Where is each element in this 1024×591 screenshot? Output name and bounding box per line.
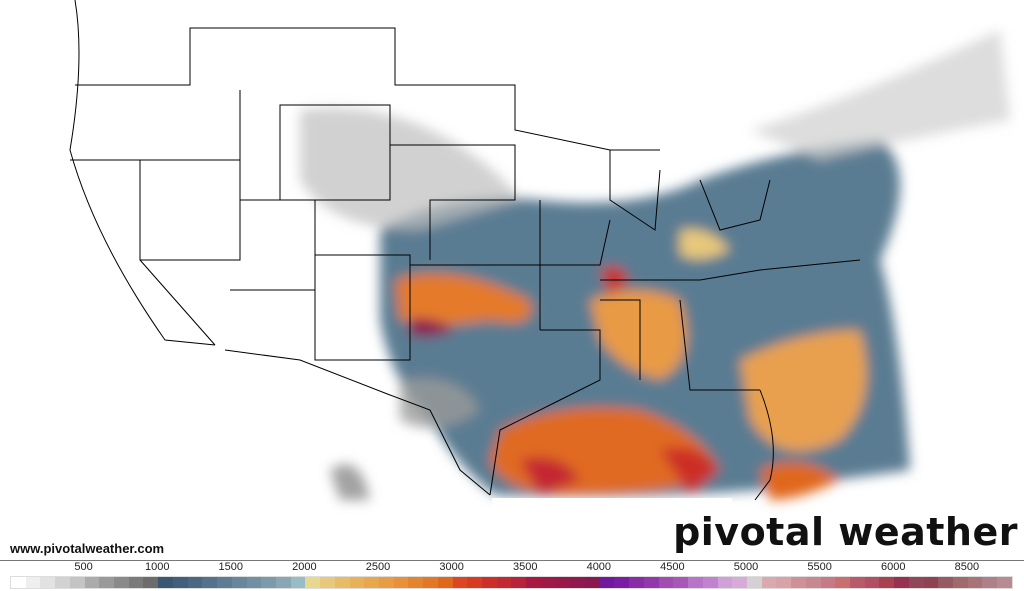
colorbar-label: 6000	[880, 561, 906, 573]
colorbar-cell	[540, 577, 556, 588]
state-boundaries	[69, 0, 861, 501]
colorbar-cell	[334, 577, 350, 588]
colorbar-cell	[437, 577, 453, 588]
colorbar-cell	[25, 577, 41, 588]
colorbar-cell	[261, 577, 276, 588]
colorbar-label: 1000	[144, 561, 170, 573]
colorbar-cell	[953, 577, 968, 588]
colorbar-cell	[217, 577, 232, 588]
colorbar-cell	[555, 577, 571, 588]
colorbar-cell	[820, 577, 836, 588]
colorbar-cell	[997, 577, 1012, 588]
colorbar-cell	[599, 577, 615, 588]
colorbar-cell	[864, 577, 880, 588]
colorbar-label: 5500	[807, 561, 832, 573]
colorbar-label: 8500	[954, 561, 980, 573]
colorbar	[10, 576, 1013, 589]
colorbar-cell	[482, 577, 497, 588]
colorbar-cell	[643, 577, 659, 588]
colorbar-cell	[614, 577, 630, 588]
colorbar-cell	[923, 577, 939, 588]
weather-map	[69, 0, 1010, 501]
colorbar-cell	[84, 577, 100, 588]
colorbar-cell	[114, 577, 129, 588]
colorbar-label: 3500	[512, 561, 538, 573]
colorbar-cell	[702, 577, 718, 588]
precip-field	[300, 30, 1010, 500]
colorbar-cell	[246, 577, 262, 588]
colorbar-cell	[732, 577, 747, 588]
colorbar-cell	[894, 577, 909, 588]
colorbar-cell	[364, 577, 379, 588]
colorbar-cell	[423, 577, 438, 588]
colorbar-cell	[467, 577, 482, 588]
colorbar-cell	[349, 577, 365, 588]
colorbar-cell	[717, 577, 733, 588]
colorbar-cell	[688, 577, 703, 588]
colorbar-cell	[585, 577, 600, 588]
colorbar-cell	[982, 577, 998, 588]
colorbar-label: 4000	[586, 561, 612, 573]
colorbar-label: 2000	[292, 561, 317, 573]
colorbar-cell	[143, 577, 159, 588]
colorbar-cell	[231, 577, 247, 588]
colorbar-cell	[791, 577, 806, 588]
colorbar-cell	[908, 577, 924, 588]
brand-logo: pivotal weather	[673, 510, 1018, 554]
colorbar-label: 1500	[218, 561, 244, 573]
colorbar-cell	[408, 577, 424, 588]
colorbar-cell	[99, 577, 115, 588]
colorbar-cell	[452, 577, 468, 588]
colorbar-cell	[290, 577, 306, 588]
colorbar-cell	[673, 577, 689, 588]
colorbar-cell	[761, 577, 777, 588]
divider	[0, 560, 1024, 561]
colorbar-cell	[835, 577, 850, 588]
colorbar-cell	[275, 577, 291, 588]
colorbar-label: 5000	[733, 561, 759, 573]
colorbar-cell	[202, 577, 218, 588]
colorbar-cell	[570, 577, 586, 588]
colorbar-cell	[849, 577, 865, 588]
colorbar-cell	[305, 577, 321, 588]
colorbar-cell	[879, 577, 895, 588]
colorbar-cell	[805, 577, 821, 588]
colorbar-cell	[55, 577, 70, 588]
colorbar-cell	[776, 577, 792, 588]
colorbar-cell	[187, 577, 203, 588]
colorbar-cell	[69, 577, 85, 588]
site-watermark: www.pivotalweather.com	[10, 541, 165, 556]
colorbar-cell	[11, 577, 26, 588]
colorbar-cell	[172, 577, 188, 588]
colorbar-cell	[938, 577, 953, 588]
colorbar-label: 4500	[660, 561, 685, 573]
colorbar-cell	[629, 577, 644, 588]
colorbar-cell	[320, 577, 335, 588]
colorbar-cell	[526, 577, 541, 588]
colorbar-cell	[128, 577, 144, 588]
colorbar-cell	[746, 577, 762, 588]
colorbar-cell	[496, 577, 512, 588]
colorbar-cell	[658, 577, 674, 588]
colorbar-cell	[393, 577, 409, 588]
colorbar-cell	[378, 577, 394, 588]
colorbar-cell	[40, 577, 56, 588]
colorbar-label: 2500	[365, 561, 391, 573]
colorbar-label: 3000	[439, 561, 464, 573]
colorbar-cell	[511, 577, 527, 588]
colorbar-label: 500	[74, 561, 93, 573]
colorbar-cell	[967, 577, 983, 588]
colorbar-labels: 500 1000 1500 2000 2500 3000 3500 4000 4500 5000 5…	[0, 561, 1024, 575]
colorbar-cell	[158, 577, 173, 588]
